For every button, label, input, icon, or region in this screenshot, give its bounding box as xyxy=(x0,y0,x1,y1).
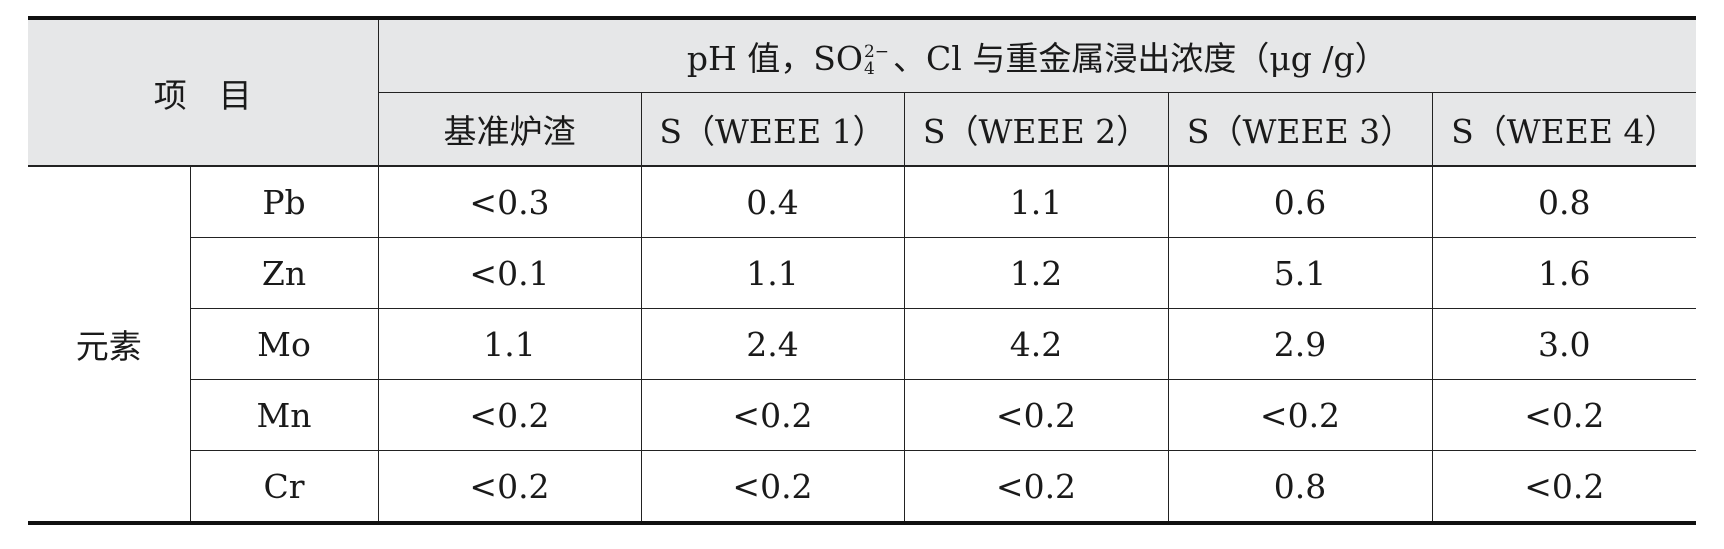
table-row: Cr <0.2 <0.2 <0.2 0.8 <0.2 xyxy=(28,450,1697,525)
group-header: pH 值，SO 2− 4 、Cl 与重金属浸出浓度（μg /g） xyxy=(378,16,1697,93)
value-cell: 5.1 xyxy=(1168,237,1433,309)
value-cell: <0.2 xyxy=(378,379,642,451)
element-cell: Cr xyxy=(190,450,379,525)
value-cell: 3.0 xyxy=(1432,308,1697,380)
table-row: Zn <0.1 1.1 1.2 5.1 1.6 xyxy=(28,237,1697,309)
value-cell: <0.2 xyxy=(641,379,905,451)
so4-charge-index: 2− 4 xyxy=(863,41,890,79)
table-row: Mo 1.1 2.4 4.2 2.9 3.0 xyxy=(28,308,1697,380)
value-cell: <0.2 xyxy=(904,379,1169,451)
leaching-table-container: 项目 pH 值，SO 2− 4 、Cl 与重金属浸出浓度（μg /g） 基准炉渣 S（… xyxy=(28,16,1697,525)
value-cell: 0.4 xyxy=(641,166,905,238)
element-cell: Pb xyxy=(190,166,379,238)
element-cell: Mn xyxy=(190,379,379,451)
column-header-weee-2: S（WEEE 2） xyxy=(904,92,1169,167)
value-cell: 2.9 xyxy=(1168,308,1433,380)
value-cell: <0.1 xyxy=(378,237,642,309)
value-cell: <0.2 xyxy=(1168,379,1433,451)
value-cell: 0.8 xyxy=(1168,450,1433,525)
value-cell: 1.2 xyxy=(904,237,1169,309)
value-cell: 2.4 xyxy=(641,308,905,380)
group-header-suffix: 、Cl 与重金属浸出浓度（μg /g） xyxy=(893,38,1388,78)
category-cell: 元素 xyxy=(28,166,191,525)
table-row: 元素 Pb <0.3 0.4 1.1 0.6 0.8 xyxy=(28,166,1697,525)
value-cell: <0.2 xyxy=(641,450,905,525)
value-cell: 1.6 xyxy=(1432,237,1697,309)
value-cell: <0.2 xyxy=(378,450,642,525)
column-header-weee-3: S（WEEE 3） xyxy=(1168,92,1433,167)
leaching-concentration-table: 项目 pH 值，SO 2− 4 、Cl 与重金属浸出浓度（μg /g） 基准炉渣 S（… xyxy=(28,16,1697,525)
so4-subscript: 4 xyxy=(863,58,875,79)
value-cell: <0.2 xyxy=(1432,379,1697,451)
value-cell: 0.8 xyxy=(1432,166,1697,238)
element-cell: Zn xyxy=(190,237,379,309)
value-cell: 0.6 xyxy=(1168,166,1433,238)
column-header-weee-1: S（WEEE 1） xyxy=(641,92,905,167)
value-cell: <0.2 xyxy=(904,450,1169,525)
value-cell: <0.3 xyxy=(378,166,642,238)
value-cell: 1.1 xyxy=(378,308,642,380)
table-row: Mn <0.2 <0.2 <0.2 <0.2 <0.2 xyxy=(28,379,1697,451)
element-cell: Mo xyxy=(190,308,379,380)
group-header-prefix: pH 值，SO xyxy=(686,38,863,78)
column-header-weee-4: S（WEEE 4） xyxy=(1432,92,1697,167)
table-header: 项目 pH 值，SO 2− 4 、Cl 与重金属浸出浓度（μg /g） 基准炉渣 S（… xyxy=(28,16,1697,167)
so4-superscript: 2− xyxy=(863,41,890,62)
value-cell: 1.1 xyxy=(904,166,1169,238)
value-cell: <0.2 xyxy=(1432,450,1697,525)
table-body: 元素 Pb <0.3 0.4 1.1 0.6 0.8 Zn <0.1 1.1 1… xyxy=(28,166,1697,525)
item-header: 项目 xyxy=(28,16,379,167)
value-cell: 1.1 xyxy=(641,237,905,309)
value-cell: 4.2 xyxy=(904,308,1169,380)
column-header-baseline-slag: 基准炉渣 xyxy=(378,92,642,167)
